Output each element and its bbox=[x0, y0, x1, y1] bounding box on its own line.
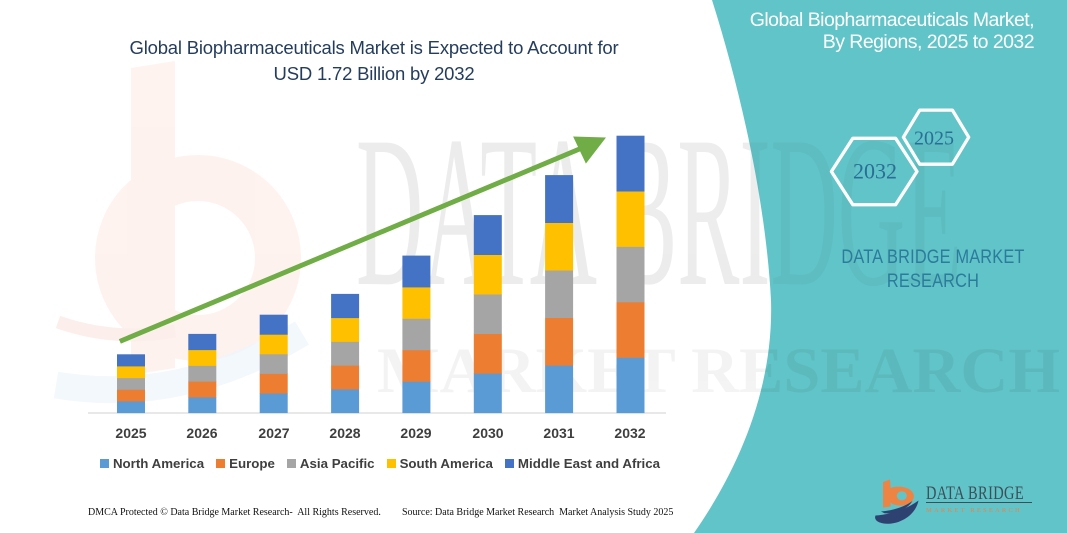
svg-text:DATA BRIDGE: DATA BRIDGE bbox=[926, 482, 1024, 503]
svg-text:MARKET RESEARCH: MARKET RESEARCH bbox=[377, 335, 1060, 407]
svg-text:2025: 2025 bbox=[914, 128, 954, 150]
svg-text:2032: 2032 bbox=[853, 159, 897, 184]
svg-text:MARKET RESEARCH: MARKET RESEARCH bbox=[926, 507, 1022, 514]
